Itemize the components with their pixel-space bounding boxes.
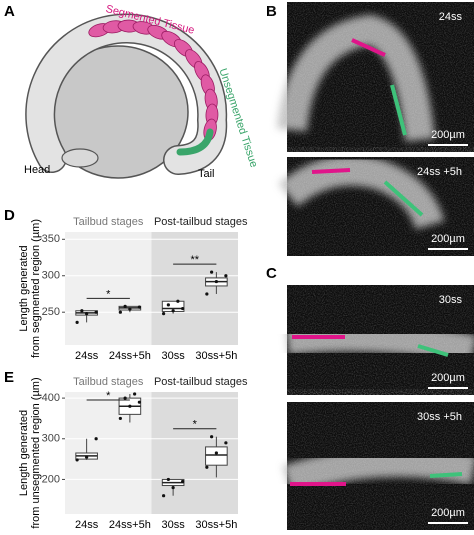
point bbox=[128, 307, 132, 311]
point bbox=[205, 465, 209, 469]
point bbox=[137, 305, 141, 309]
unsegmented-trace bbox=[390, 84, 407, 136]
group-label: Tailbud stages bbox=[73, 216, 144, 228]
point bbox=[166, 303, 170, 307]
point bbox=[137, 400, 141, 404]
point bbox=[214, 451, 218, 455]
y-axis-label: from segmented region (µm) bbox=[30, 219, 42, 358]
panel-label: C bbox=[266, 265, 277, 282]
point bbox=[210, 270, 214, 274]
scale-label: 200µm bbox=[431, 372, 465, 384]
x-tick-label: 30ss+5h bbox=[195, 350, 237, 362]
point bbox=[118, 416, 122, 421]
point bbox=[162, 494, 166, 498]
point bbox=[94, 310, 98, 314]
point bbox=[205, 292, 209, 296]
scale-label: 200µm bbox=[431, 129, 465, 141]
x-tick-label: 30ss+5h bbox=[195, 519, 237, 531]
point bbox=[171, 485, 175, 490]
x-tick-label: 30ss bbox=[162, 519, 186, 531]
sig-label: * bbox=[106, 288, 111, 300]
box bbox=[205, 446, 228, 466]
point bbox=[85, 312, 89, 316]
group-label: Post-tailbud stages bbox=[154, 376, 248, 388]
y-tick-label: 300 bbox=[42, 270, 60, 282]
plot-bg bbox=[65, 232, 152, 345]
point bbox=[128, 404, 132, 408]
panel-label: E bbox=[4, 369, 14, 386]
image-label: 30ss +5h bbox=[417, 411, 462, 423]
x-tick-label: 30ss bbox=[162, 350, 186, 362]
image-label: 24ss +5h bbox=[417, 166, 462, 178]
sig-label: * bbox=[193, 419, 198, 431]
y-tick-label: 200 bbox=[42, 473, 60, 485]
embryo-diagram bbox=[25, 13, 228, 179]
x-tick-label: 24ss bbox=[75, 350, 99, 362]
point bbox=[181, 306, 185, 311]
point bbox=[171, 309, 175, 313]
x-tick-label: 24ss+5h bbox=[109, 350, 151, 362]
point bbox=[80, 309, 84, 313]
point bbox=[123, 304, 127, 308]
point bbox=[210, 435, 214, 439]
group-label: Post-tailbud stages bbox=[154, 216, 248, 228]
unsegmented-trace bbox=[429, 472, 463, 478]
point bbox=[94, 437, 98, 441]
point bbox=[162, 312, 166, 316]
panel-label: B bbox=[266, 3, 277, 20]
point bbox=[133, 392, 137, 396]
plot-bg bbox=[151, 232, 238, 345]
head-label: Head bbox=[24, 164, 50, 176]
point bbox=[224, 274, 228, 278]
point bbox=[85, 455, 89, 459]
speckle bbox=[287, 402, 474, 530]
point bbox=[75, 320, 79, 324]
unsegmented-tissue bbox=[176, 128, 214, 156]
speckle bbox=[287, 2, 474, 152]
image-label: 24ss bbox=[439, 11, 463, 23]
unsegmented-trace bbox=[383, 180, 424, 217]
point bbox=[75, 458, 79, 462]
point bbox=[118, 310, 122, 314]
sig-label: ** bbox=[190, 254, 199, 266]
x-tick-label: 24ss+5h bbox=[109, 519, 151, 531]
y-axis-label: Length generated bbox=[18, 410, 30, 496]
point bbox=[166, 477, 170, 482]
y-tick-label: 300 bbox=[42, 433, 60, 445]
scale-label: 200µm bbox=[431, 233, 465, 245]
point bbox=[176, 299, 180, 303]
panel-label: A bbox=[4, 3, 15, 20]
segmented-trace bbox=[351, 38, 386, 57]
point bbox=[181, 479, 185, 484]
unsegmented-trace bbox=[417, 344, 449, 357]
panel-label: D bbox=[4, 207, 15, 224]
speckle bbox=[287, 285, 474, 395]
y-tick-label: 400 bbox=[42, 392, 60, 404]
y-tick-label: 350 bbox=[42, 233, 60, 245]
scale-label: 200µm bbox=[431, 507, 465, 519]
segmented-trace bbox=[311, 168, 351, 174]
x-tick-label: 24ss bbox=[75, 519, 99, 531]
group-label: Tailbud stages bbox=[73, 376, 144, 388]
point bbox=[123, 396, 127, 400]
image-label: 30ss bbox=[439, 294, 463, 306]
point bbox=[214, 279, 218, 284]
point bbox=[224, 441, 228, 445]
tail-label: Tail bbox=[198, 168, 215, 180]
y-tick-label: 250 bbox=[42, 306, 60, 318]
y-axis-label: from unsegmented region (µm) bbox=[30, 377, 42, 528]
sig-label: * bbox=[106, 390, 111, 402]
y-axis-label: Length generated bbox=[18, 245, 30, 331]
